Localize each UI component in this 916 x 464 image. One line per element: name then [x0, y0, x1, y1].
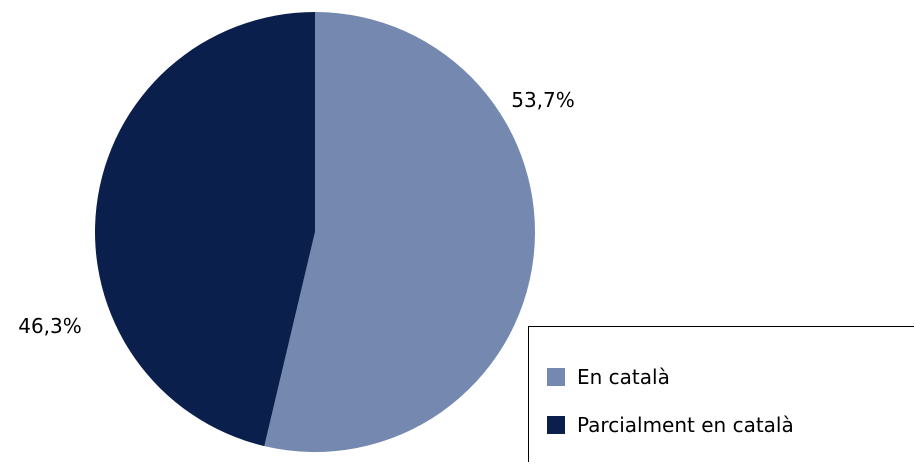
pie-slice-parcialment-en-catala [94, 12, 315, 447]
legend: En català Parcialment en català [528, 326, 914, 462]
data-label-en-catala: 53,7% [511, 88, 575, 112]
legend-label-parcialment-en-catala: Parcialment en català [577, 413, 794, 437]
legend-item-parcialment-en-catala: Parcialment en català [547, 413, 794, 437]
legend-swatch-en-catala [547, 368, 565, 386]
pie-slice-en-catala [264, 12, 535, 452]
pie-slices [94, 12, 535, 452]
data-label-parcialment-en-catala: 46,3% [18, 314, 82, 338]
legend-swatch-parcialment-en-catala [547, 416, 565, 434]
legend-label-en-catala: En català [577, 365, 670, 389]
legend-item-en-catala: En català [547, 365, 670, 389]
